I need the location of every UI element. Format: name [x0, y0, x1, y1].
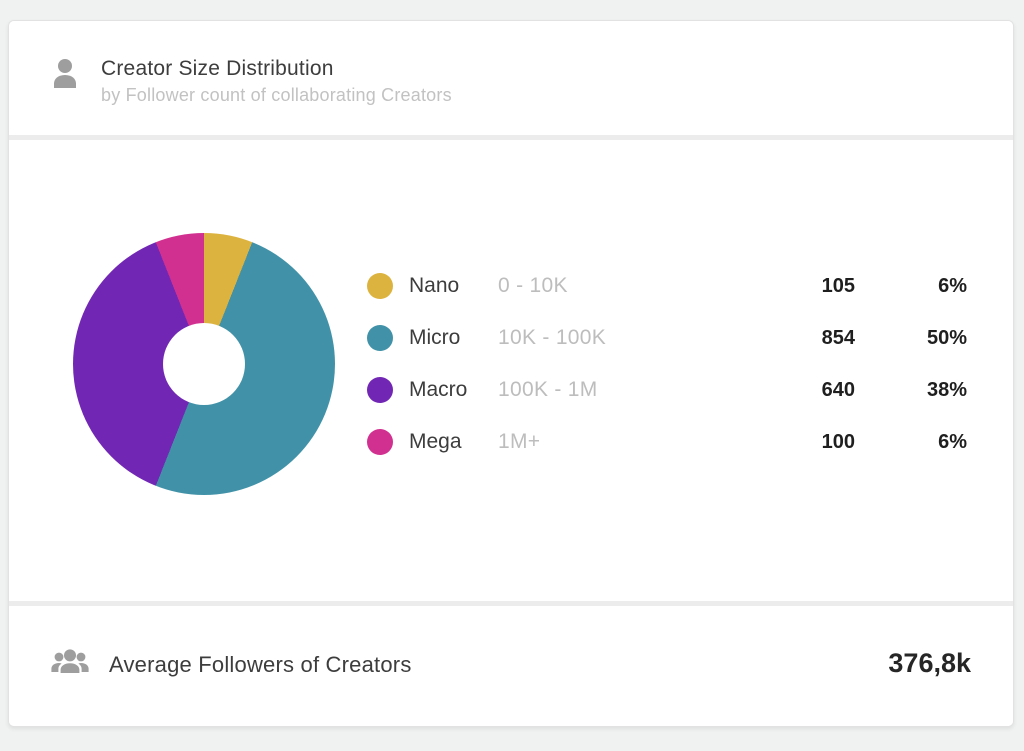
legend-label: Micro — [409, 326, 461, 349]
legend-count: 854 — [821, 326, 855, 349]
card-subtitle: by Follower count of collaborating Creat… — [101, 85, 452, 105]
legend-percent: 50% — [926, 326, 967, 349]
card-title: Creator Size Distribution — [101, 57, 334, 80]
legend-color-dot — [367, 325, 393, 351]
legend-percent: 6% — [938, 430, 967, 453]
donut-hole — [163, 323, 245, 405]
legend-row-micro: Micro 10K - 100K 854 50% — [367, 312, 967, 364]
legend-range: 0 - 10K — [498, 274, 568, 297]
header-text: Creator Size Distribution by Follower co… — [101, 55, 452, 108]
person-icon — [51, 57, 79, 91]
footer-kpi-label: Average Followers of Creators — [109, 652, 412, 677]
card-header: Creator Size Distribution by Follower co… — [9, 21, 1013, 135]
legend-range: 1M+ — [498, 430, 541, 453]
card-footer: Average Followers of Creators 376,8k — [9, 606, 1013, 726]
legend-label: Nano — [409, 274, 460, 297]
legend-row-nano: Nano 0 - 10K 105 6% — [367, 260, 967, 312]
legend-range: 10K - 100K — [498, 326, 607, 349]
section-divider — [9, 601, 1013, 606]
legend-color-dot — [367, 377, 393, 403]
legend-row-mega: Mega 1M+ 100 6% — [367, 416, 967, 468]
section-divider — [9, 135, 1013, 140]
legend-percent: 38% — [926, 378, 967, 401]
legend-count: 640 — [821, 378, 855, 401]
legend-percent: 6% — [938, 274, 967, 297]
creator-size-distribution-card: Creator Size Distribution by Follower co… — [8, 20, 1014, 727]
legend-row-macro: Macro 100K - 1M 640 38% — [367, 364, 967, 416]
chart-area: Nano 0 - 10K 105 6% Micro 10K - 100K 854… — [9, 140, 1013, 601]
legend-range: 100K - 1M — [498, 378, 598, 401]
legend-label: Mega — [409, 430, 462, 453]
chart-legend: Nano 0 - 10K 105 6% Micro 10K - 100K 854… — [367, 260, 967, 468]
legend-color-dot — [367, 429, 393, 455]
donut-chart[interactable] — [73, 233, 335, 495]
footer-kpi-value: 376,8k — [888, 648, 971, 678]
legend-count: 100 — [821, 430, 855, 453]
legend-count: 105 — [821, 274, 855, 297]
legend-label: Macro — [409, 378, 468, 401]
legend-color-dot — [367, 273, 393, 299]
group-icon — [51, 647, 89, 677]
